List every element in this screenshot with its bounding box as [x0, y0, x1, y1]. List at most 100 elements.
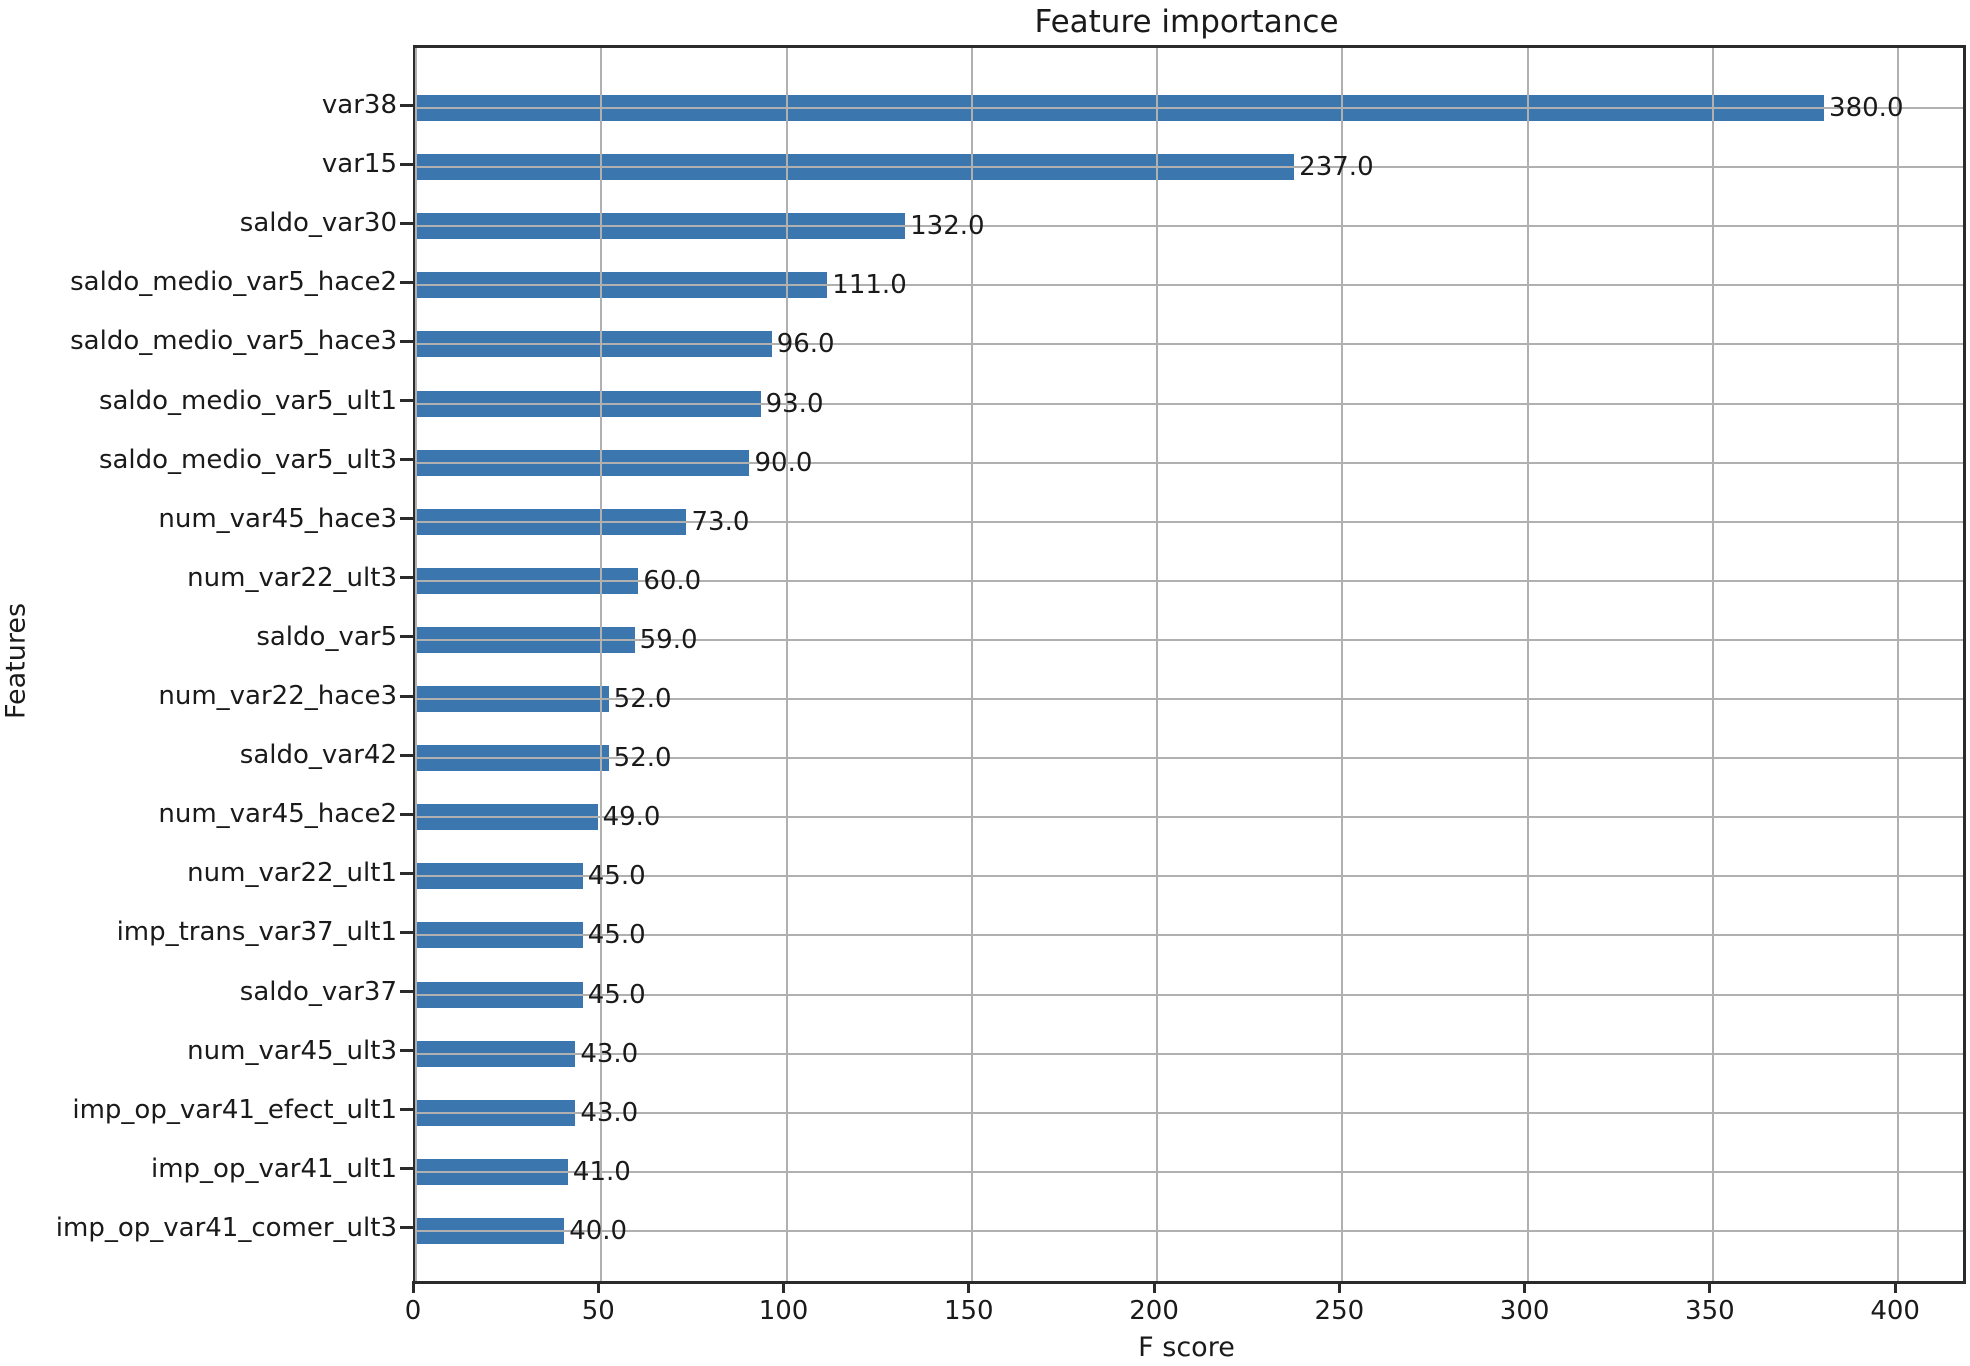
y-axis-label: Features [0, 602, 32, 720]
y-gridline [416, 520, 1963, 523]
x-gridline-50 [600, 48, 603, 1281]
y-tick-label-saldo_medio_var5_hace3: saldo_medio_var5_hace3 [70, 326, 397, 357]
y-gridline [416, 107, 1963, 109]
y-tick-label-imp_op_var41_ult1: imp_op_var41_ult1 [151, 1153, 397, 1184]
y-gridline [416, 816, 1963, 819]
y-tick-mark [400, 812, 413, 816]
y-gridline [416, 284, 1963, 287]
y-tick-label-var15: var15 [321, 149, 397, 180]
y-gridline [416, 638, 1963, 641]
y-tick-mark [400, 1226, 413, 1230]
x-tick-label-250: 250 [1314, 1296, 1365, 1326]
bar-value-label: 60.0 [643, 565, 702, 596]
y-tick-label-imp_op_var41_comer_ult3: imp_op_var41_comer_ult3 [55, 1212, 397, 1243]
y-tick-mark [400, 162, 413, 166]
y-tick-label-var38: var38 [321, 90, 397, 120]
y-tick-label-saldo_var42: saldo_var42 [239, 740, 397, 771]
x-tick-label-100: 100 [758, 1296, 809, 1326]
y-tick-label-num_var22_hace3: num_var22_hace3 [158, 681, 397, 711]
y-tick-label-saldo_medio_var5_ult3: saldo_medio_var5_ult3 [98, 444, 397, 475]
y-tick-mark [400, 1108, 413, 1112]
x-tick-label-400: 400 [1870, 1296, 1920, 1326]
y-tick-label-num_var22_ult3: num_var22_ult3 [187, 562, 397, 593]
bar-value-label: 52.0 [613, 743, 672, 774]
bar-value-label: 43.0 [580, 1038, 639, 1069]
y-tick-mark [400, 103, 413, 107]
y-tick-mark [400, 694, 413, 698]
y-tick-label-num_var45_ult3: num_var45_ult3 [187, 1035, 397, 1066]
bar-value-label: 43.0 [580, 1097, 639, 1128]
y-gridline [416, 993, 1963, 996]
x-tick-mark [1337, 1281, 1341, 1293]
y-tick-mark [400, 576, 413, 580]
bar-value-label: 73.0 [691, 506, 750, 537]
y-gridline [416, 875, 1963, 878]
bar-value-label: 52.0 [613, 684, 672, 714]
y-gridline [416, 757, 1963, 760]
y-tick-label-num_var22_ult1: num_var22_ult1 [187, 858, 397, 889]
y-gridline [416, 1052, 1963, 1055]
y-tick-mark [400, 635, 413, 639]
x-gridline-350 [1711, 48, 1714, 1281]
x-gridline-100 [785, 48, 788, 1281]
y-gridline [416, 698, 1963, 700]
bar-value-label: 45.0 [587, 979, 646, 1010]
x-gridline-0 [415, 48, 417, 1281]
y-tick-mark [400, 990, 413, 993]
y-gridline [416, 1111, 1963, 1114]
y-gridline [416, 934, 1963, 937]
x-tick-label-150: 150 [943, 1296, 994, 1326]
x-tick-label-50: 50 [581, 1296, 615, 1326]
y-gridline [416, 461, 1963, 464]
x-gridline-200 [1156, 48, 1159, 1281]
y-tick-label-num_var45_hace3: num_var45_hace3 [158, 503, 397, 534]
x-tick-label-0: 0 [404, 1296, 422, 1326]
y-tick-mark [400, 280, 413, 284]
y-gridline [416, 1229, 1963, 1232]
bar-value-label: 59.0 [639, 624, 698, 655]
bar-value-label: 41.0 [572, 1156, 631, 1187]
bar-value-label: 111.0 [832, 270, 907, 301]
x-tick-mark [596, 1281, 600, 1293]
x-tick-mark [782, 1281, 786, 1293]
bar-value-label: 40.0 [569, 1215, 628, 1246]
x-tick-mark [1523, 1281, 1527, 1293]
x-gridline-300 [1526, 48, 1529, 1281]
x-gridline-150 [970, 48, 973, 1281]
x-tick-label-300: 300 [1499, 1296, 1550, 1326]
x-axis-label: F score [1138, 1332, 1235, 1363]
y-tick-label-num_var45_hace2: num_var45_hace2 [158, 799, 397, 830]
bar-value-label: 132.0 [910, 211, 985, 242]
y-tick-label-imp_trans_var37_ult1: imp_trans_var37_ult1 [116, 917, 397, 948]
chart-title: Feature importance [1034, 4, 1339, 40]
bar-value-label: 90.0 [754, 447, 813, 478]
y-tick-label-saldo_var30: saldo_var30 [239, 208, 397, 239]
x-tick-label-350: 350 [1685, 1296, 1735, 1326]
y-tick-mark [400, 1049, 413, 1053]
x-tick-mark [1893, 1281, 1897, 1293]
bar-value-label: 380.0 [1829, 93, 1904, 123]
y-gridline [416, 343, 1963, 346]
y-tick-mark [400, 753, 413, 757]
y-tick-mark [400, 1167, 413, 1171]
y-tick-mark [400, 871, 413, 875]
y-gridline [416, 166, 1963, 169]
y-tick-mark [400, 339, 413, 343]
y-tick-mark [400, 221, 413, 225]
bar-value-label: 49.0 [602, 802, 661, 833]
y-tick-label-saldo_var37: saldo_var37 [239, 976, 397, 1007]
y-tick-mark [400, 399, 413, 402]
y-gridline [416, 1170, 1963, 1173]
y-tick-label-saldo_medio_var5_ult1: saldo_medio_var5_ult1 [98, 385, 397, 416]
x-gridline-400 [1897, 48, 1900, 1281]
x-gridline-250 [1341, 48, 1344, 1281]
bar-value-label: 45.0 [587, 861, 646, 892]
x-tick-mark [1152, 1281, 1156, 1293]
y-gridline [416, 225, 1963, 228]
x-tick-mark [967, 1281, 971, 1293]
y-tick-mark [400, 930, 413, 934]
bar-value-label: 96.0 [776, 329, 835, 360]
y-gridline [416, 402, 1963, 405]
y-gridline [416, 579, 1963, 582]
